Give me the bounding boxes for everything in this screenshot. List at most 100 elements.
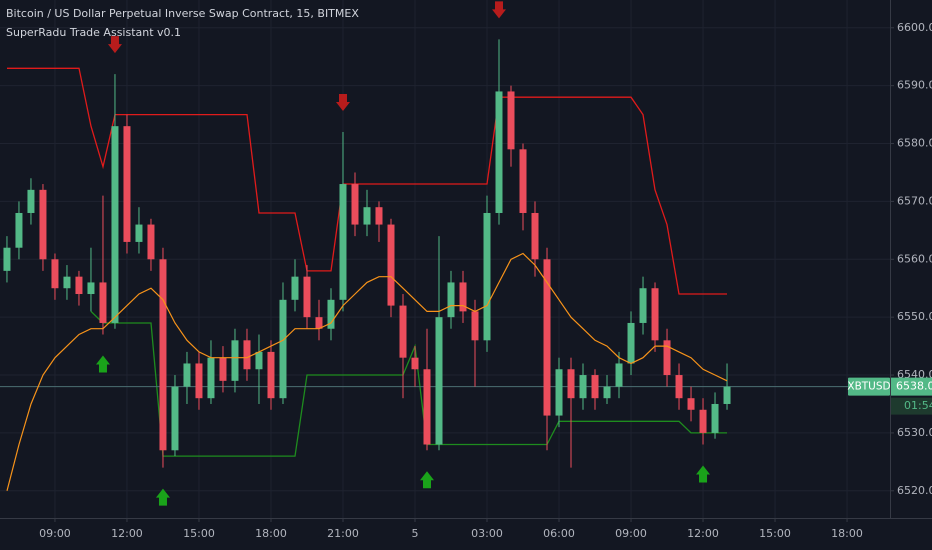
candle-body — [183, 363, 191, 387]
candle-body — [339, 184, 347, 300]
candle-body — [51, 259, 59, 289]
candle-body — [399, 305, 407, 358]
ema-line — [6, 252, 728, 491]
candle-body — [603, 386, 611, 399]
candle-body — [615, 363, 623, 387]
x-tick-label: 09:00 — [615, 527, 647, 540]
candle-body — [195, 363, 203, 399]
x-tick-label: 09:00 — [39, 527, 71, 540]
buy-arrow — [696, 465, 711, 483]
candle-body — [411, 357, 419, 370]
candle-body — [555, 369, 563, 416]
x-tick-label: 06:00 — [543, 527, 575, 540]
x-tick-label: 21:00 — [327, 527, 359, 540]
candle-body — [327, 299, 335, 329]
sell-arrow — [335, 93, 350, 111]
candle-body — [111, 126, 119, 323]
countdown-badge — [891, 397, 932, 415]
candle-body — [63, 276, 71, 289]
sell-arrow — [107, 36, 122, 54]
y-tick-label: 6580.0 — [897, 137, 932, 150]
candle-body — [123, 126, 131, 242]
candle-body — [447, 282, 455, 318]
candle-body — [159, 259, 167, 451]
candle-body — [279, 299, 287, 399]
candle-body — [567, 369, 575, 399]
candle-body — [627, 322, 635, 364]
x-tick-label: 15:00 — [759, 527, 791, 540]
candle-body — [147, 224, 155, 260]
candle-body — [99, 282, 107, 323]
candle-body — [267, 351, 275, 399]
candle-body — [675, 375, 683, 399]
x-tick-label: 03:00 — [471, 527, 503, 540]
x-tick-label: 12:00 — [687, 527, 719, 540]
y-tick-label: 6550.0 — [897, 310, 932, 323]
candle-body — [87, 282, 95, 295]
indicator-name: SuperRadu Trade Assistant v0.1 — [6, 26, 181, 39]
candle-body — [711, 403, 719, 433]
plot — [0, 1, 890, 506]
candle-body — [687, 398, 695, 410]
candle-body — [135, 224, 143, 242]
candle-body — [471, 311, 479, 341]
buy-arrow — [95, 355, 110, 373]
candle-body — [435, 317, 443, 445]
buy-arrow — [419, 471, 434, 489]
x-tick-label: 18:00 — [831, 527, 863, 540]
candle-body — [75, 276, 83, 295]
candle-body — [243, 340, 251, 370]
candle-body — [531, 212, 539, 260]
candle-body — [39, 189, 47, 260]
y-tick-label: 6590.0 — [897, 79, 932, 92]
candle-body — [483, 212, 491, 341]
candle-body — [495, 91, 503, 213]
candle-body — [543, 259, 551, 416]
y-tick-label: 6600.0 — [897, 21, 932, 34]
candle-body — [207, 357, 215, 399]
candle-body — [423, 369, 431, 445]
chart-title: Bitcoin / US Dollar Perpetual Inverse Sw… — [6, 7, 359, 20]
countdown-label: 01:54 — [904, 399, 932, 412]
support-line — [90, 310, 727, 457]
candle-body — [699, 409, 707, 433]
x-tick-label: 12:00 — [111, 527, 143, 540]
candle-body — [27, 189, 35, 213]
candle-body — [219, 357, 227, 381]
y-tick-label: 6530.0 — [897, 426, 932, 439]
candle-body — [639, 288, 647, 323]
candle-body — [723, 386, 731, 404]
candle-body — [255, 351, 263, 370]
candle-body — [651, 288, 659, 341]
candle-body — [363, 207, 371, 225]
candle-body — [375, 207, 383, 225]
candle-body — [3, 247, 11, 271]
candle-body — [663, 340, 671, 376]
candle-body — [519, 149, 527, 213]
candle-body — [387, 224, 395, 306]
last-price-badge — [891, 377, 932, 396]
candle-body — [459, 282, 467, 312]
buy-arrow — [155, 488, 170, 506]
candle-body — [579, 375, 587, 399]
y-tick-label: 6570.0 — [897, 194, 932, 207]
candle-body — [15, 212, 23, 248]
symbol-label: XBTUSD — [847, 381, 890, 393]
candle-body — [591, 375, 599, 399]
candle-body — [231, 340, 239, 381]
axes: 6520.06530.06540.06550.06560.06570.06580… — [39, 21, 932, 540]
x-tick-label: 18:00 — [255, 527, 287, 540]
candle-body — [303, 276, 311, 318]
candle-body — [507, 91, 515, 150]
y-tick-label: 6520.0 — [897, 484, 932, 497]
y-tick-label: 6560.0 — [897, 252, 932, 265]
candle-body — [351, 184, 359, 225]
sell-arrow — [492, 1, 507, 19]
symbol-badge — [848, 377, 890, 396]
last-price-label: 6538.0 — [896, 380, 932, 393]
candle-body — [171, 386, 179, 451]
candle-body — [291, 276, 299, 300]
x-tick-label: 15:00 — [183, 527, 215, 540]
